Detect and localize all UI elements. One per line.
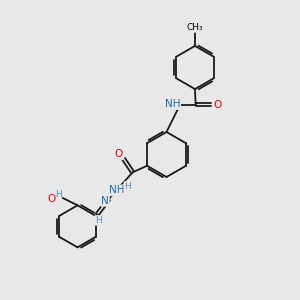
Text: H: H — [95, 216, 102, 225]
Text: O: O — [214, 100, 222, 110]
Text: NH: NH — [165, 99, 180, 109]
Text: N: N — [101, 196, 109, 206]
Text: O: O — [47, 194, 55, 204]
Text: CH₃: CH₃ — [187, 23, 203, 32]
Text: O: O — [114, 149, 122, 159]
Text: H: H — [124, 182, 131, 191]
Text: H: H — [55, 190, 62, 199]
Text: NH: NH — [109, 185, 124, 195]
